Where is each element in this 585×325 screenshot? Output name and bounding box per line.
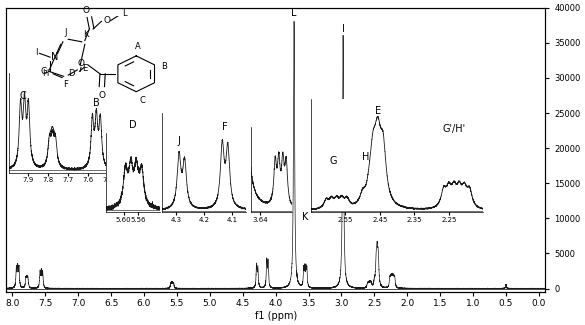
Text: L: L xyxy=(291,8,297,18)
Text: I: I xyxy=(342,24,345,34)
X-axis label: f1 (ppm): f1 (ppm) xyxy=(254,311,297,321)
Text: K: K xyxy=(302,212,308,222)
